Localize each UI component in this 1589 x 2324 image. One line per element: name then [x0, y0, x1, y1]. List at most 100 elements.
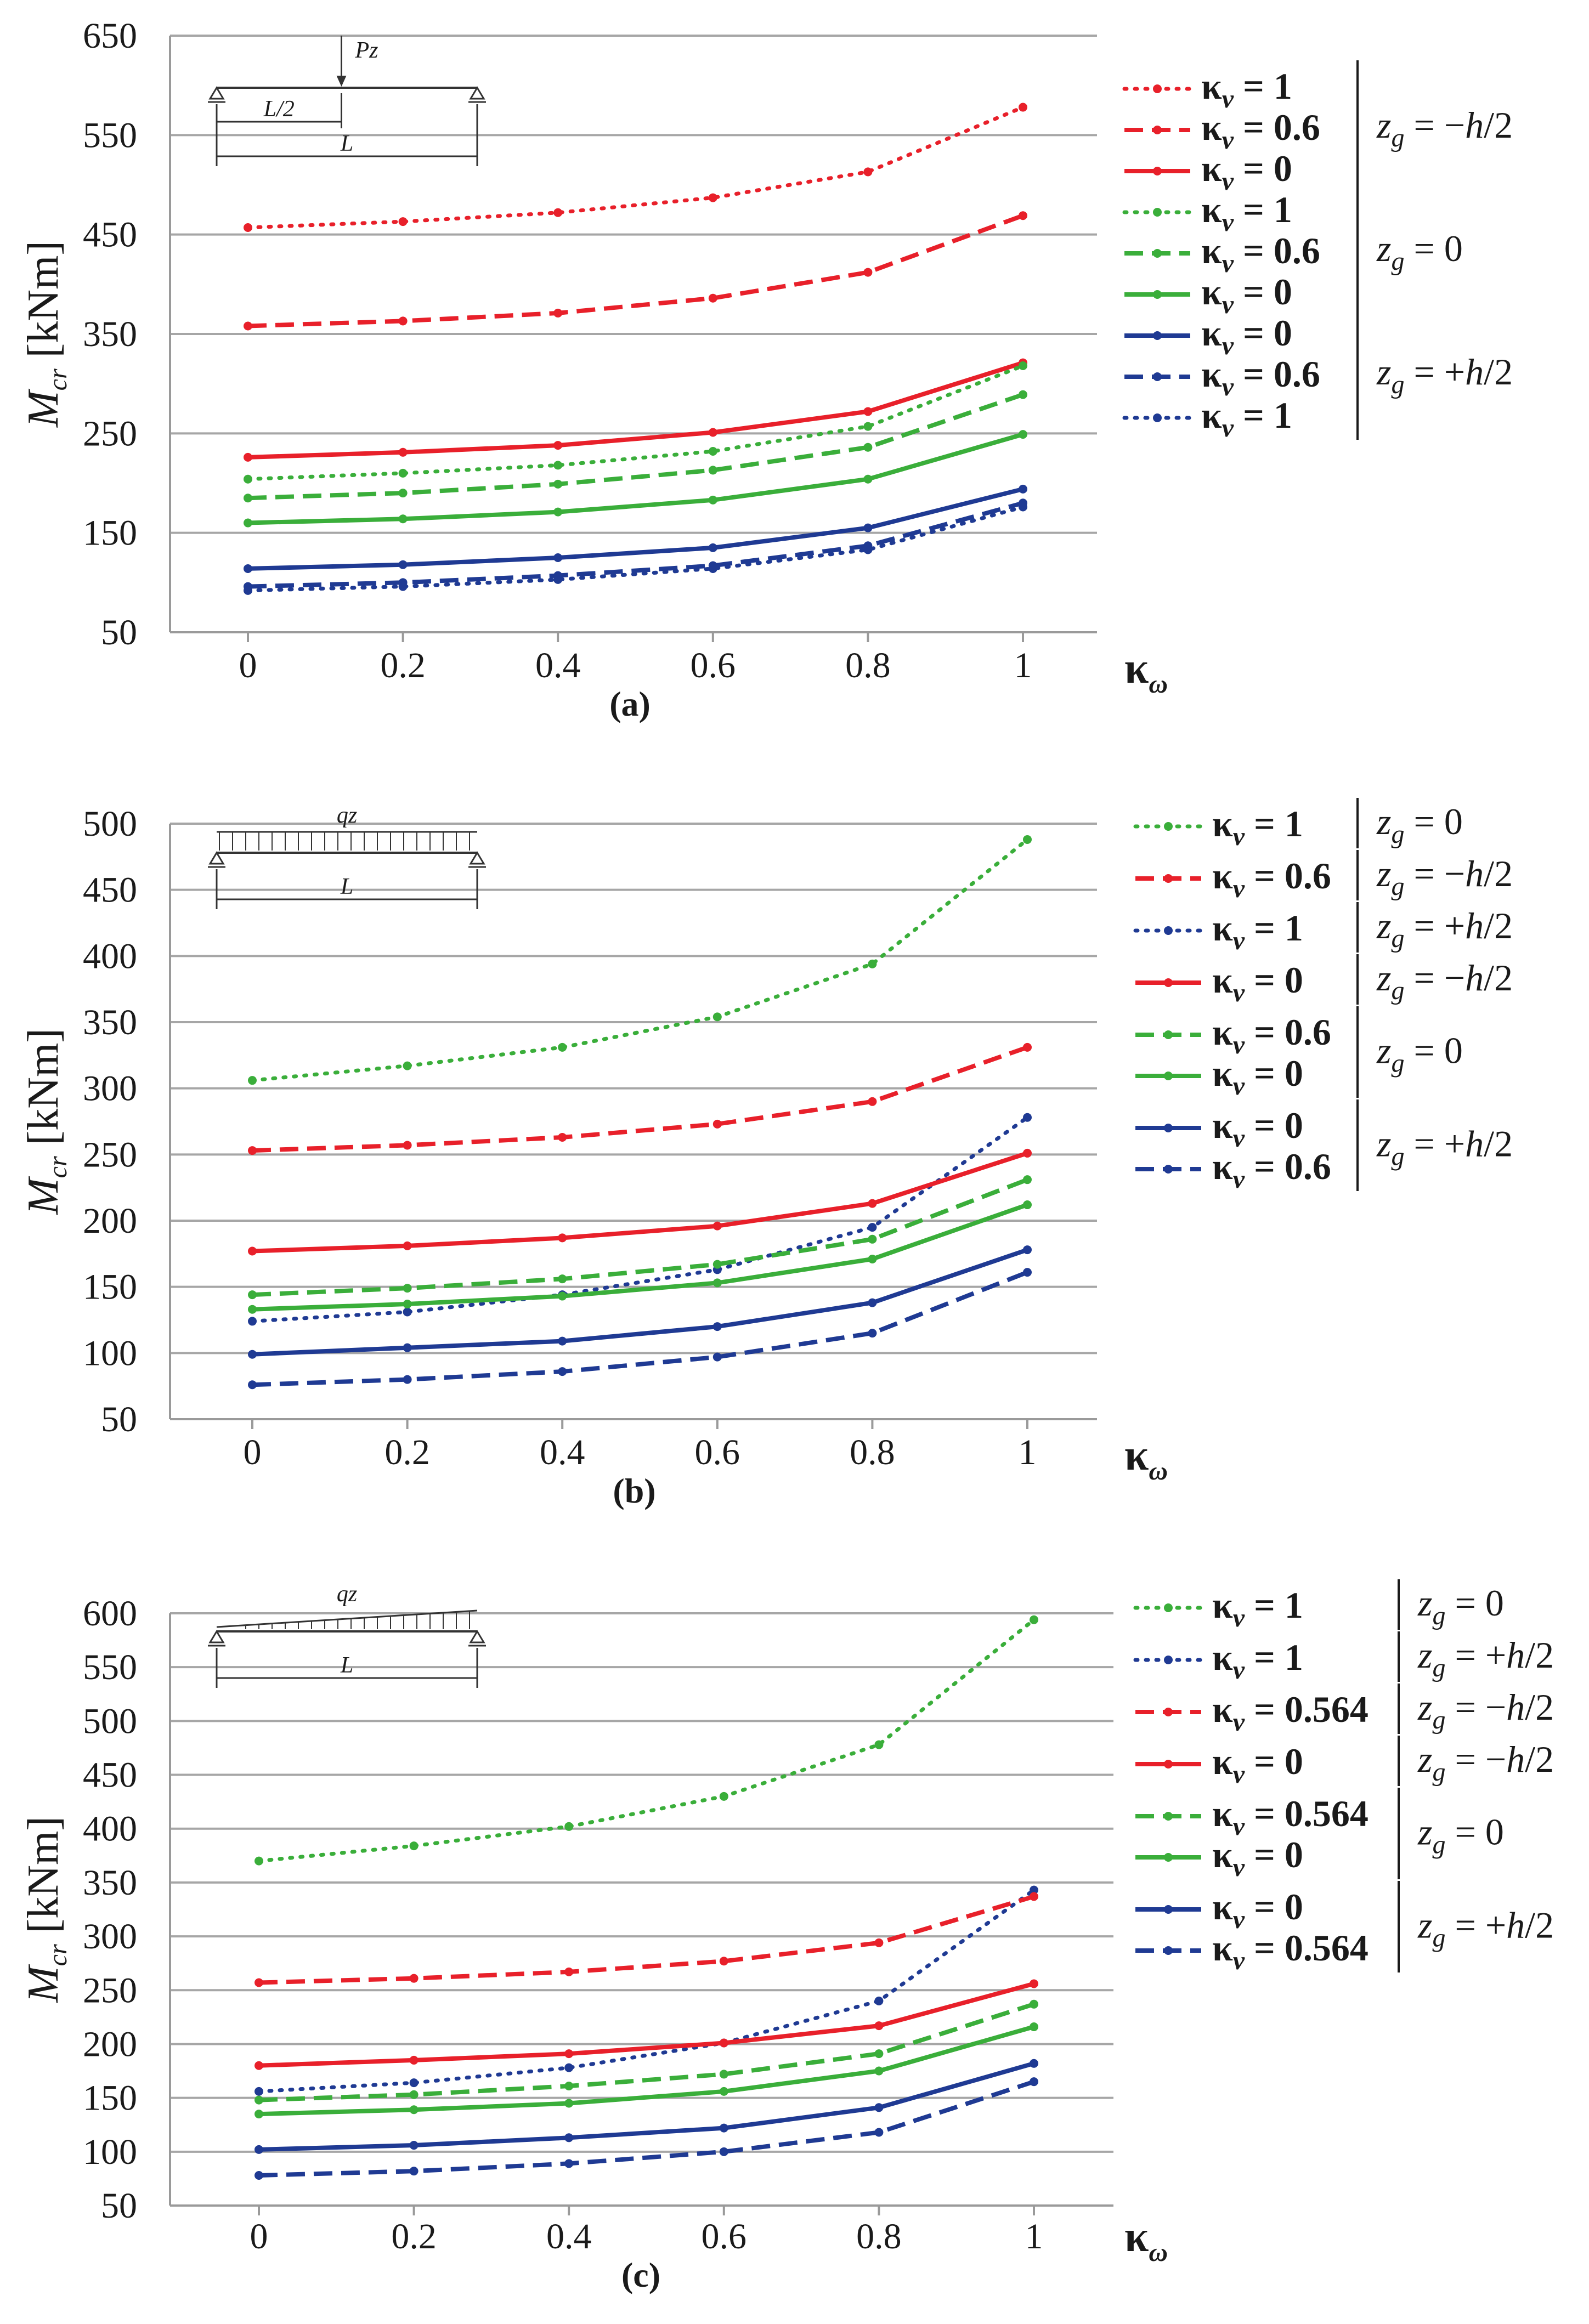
data-point — [244, 474, 252, 484]
data-point — [874, 2066, 884, 2076]
data-point — [719, 2147, 728, 2156]
y-tick-label: 400 — [83, 1809, 137, 1849]
load-label: qz — [337, 803, 357, 828]
legend-group-label: zg = −h/2 — [1376, 104, 1513, 152]
data-point — [712, 1012, 722, 1022]
y-tick-label: 550 — [83, 115, 137, 155]
series-line — [246, 505, 1025, 593]
data-point — [403, 1307, 412, 1317]
data-point — [244, 586, 252, 595]
data-point — [248, 1146, 257, 1155]
data-point — [409, 1841, 419, 1851]
legend-label: κν = 0 — [1212, 1052, 1303, 1101]
data-point — [553, 553, 563, 562]
data-point — [712, 1278, 722, 1288]
series-line — [246, 364, 1025, 481]
y-tick-label: 500 — [83, 1701, 137, 1741]
x-tick-label: 0.2 — [384, 1432, 430, 1472]
data-point — [409, 2055, 419, 2065]
legend-label: κν = 0.564 — [1212, 1793, 1369, 1841]
x-tick-label: 0.8 — [850, 1432, 895, 1472]
legend-group-label: zg = −h/2 — [1417, 1738, 1554, 1787]
series-line — [257, 1618, 1036, 1863]
load-sketch: Lqz — [208, 1582, 486, 1688]
data-point — [248, 1290, 257, 1300]
data-point — [244, 564, 252, 573]
half-span-label: L/2 — [263, 97, 295, 122]
y-tick-label: 100 — [83, 1333, 137, 1373]
x-tick-label: 0.4 — [540, 1432, 585, 1472]
data-point — [863, 268, 873, 277]
data-point — [558, 1291, 567, 1301]
data-point — [409, 2090, 419, 2099]
series-line — [247, 501, 1024, 589]
legend-group-label: zg = 0 — [1417, 1811, 1504, 1860]
data-point — [1019, 502, 1027, 512]
data-point — [398, 489, 408, 498]
data-point — [1019, 430, 1027, 439]
data-point — [564, 2063, 574, 2072]
legend-label: κν = 0 — [1212, 1741, 1303, 1789]
data-point — [1030, 1979, 1038, 1988]
legend-group-label: zg = +h/2 — [1417, 1634, 1554, 1682]
span-label: L — [340, 1653, 353, 1678]
data-point — [398, 514, 408, 524]
x-tick-label: 0.6 — [702, 2217, 747, 2257]
roller-support-icon — [469, 1630, 485, 1643]
legend-label: κν = 0.6 — [1212, 855, 1331, 903]
data-point — [712, 1221, 722, 1231]
data-point — [553, 208, 563, 217]
y-tick-label: 650 — [83, 16, 137, 56]
data-point — [863, 443, 873, 452]
pin-support-icon — [208, 851, 225, 865]
data-point — [248, 1076, 257, 1085]
data-point — [868, 1254, 877, 1263]
y-tick-label: 50 — [101, 2186, 137, 2226]
series-line — [247, 360, 1024, 460]
series-line — [257, 1888, 1036, 2094]
data-point — [1023, 1148, 1032, 1158]
data-point — [564, 1822, 574, 1831]
series-line — [247, 213, 1024, 328]
legend-marker — [1164, 1946, 1173, 1955]
y-tick-label: 450 — [83, 215, 137, 255]
data-point — [409, 1974, 419, 1983]
data-point — [558, 1274, 567, 1284]
data-point — [398, 217, 408, 226]
data-point — [712, 1322, 722, 1331]
data-point — [255, 2087, 263, 2096]
data-point — [863, 167, 873, 177]
data-point — [708, 293, 717, 303]
series-line — [258, 2002, 1035, 2102]
data-point — [1030, 1615, 1038, 1624]
data-point — [398, 468, 408, 478]
data-point — [244, 321, 252, 331]
data-point — [708, 428, 717, 437]
data-point — [874, 2103, 884, 2112]
y-tick-label: 350 — [83, 1863, 137, 1903]
legend-marker — [1153, 167, 1162, 175]
data-point — [553, 479, 563, 489]
legend-marker — [1164, 874, 1173, 883]
y-tick-label: 150 — [83, 2078, 137, 2118]
panel-label: (b) — [613, 1471, 655, 1510]
pin-support-icon — [208, 1630, 225, 1643]
y-tick-label: 100 — [83, 2132, 137, 2172]
legend-label: κν = 0 — [1212, 959, 1303, 1007]
data-point — [409, 2105, 419, 2115]
series-line — [252, 1270, 1028, 1387]
data-point — [553, 308, 563, 318]
series-line — [258, 1981, 1035, 2068]
data-point — [553, 575, 563, 584]
data-point — [564, 2133, 574, 2142]
data-point — [719, 1792, 728, 1801]
panel-a: 50 150 250 350 450 550 650 0 0.2 0.4 0.6 0.8 1 κω Mcr … — [19, 16, 1513, 723]
legend-label: κν = 1 — [1212, 1584, 1303, 1633]
series-line — [252, 1045, 1028, 1153]
series-line — [258, 2025, 1035, 2117]
x-tick-label: 1 — [1025, 2217, 1043, 2257]
legend-label: κν = 1 — [1201, 394, 1292, 443]
data-point — [1023, 1200, 1032, 1210]
legend-marker — [1153, 413, 1162, 422]
y-tick-label: 300 — [83, 1917, 137, 1957]
